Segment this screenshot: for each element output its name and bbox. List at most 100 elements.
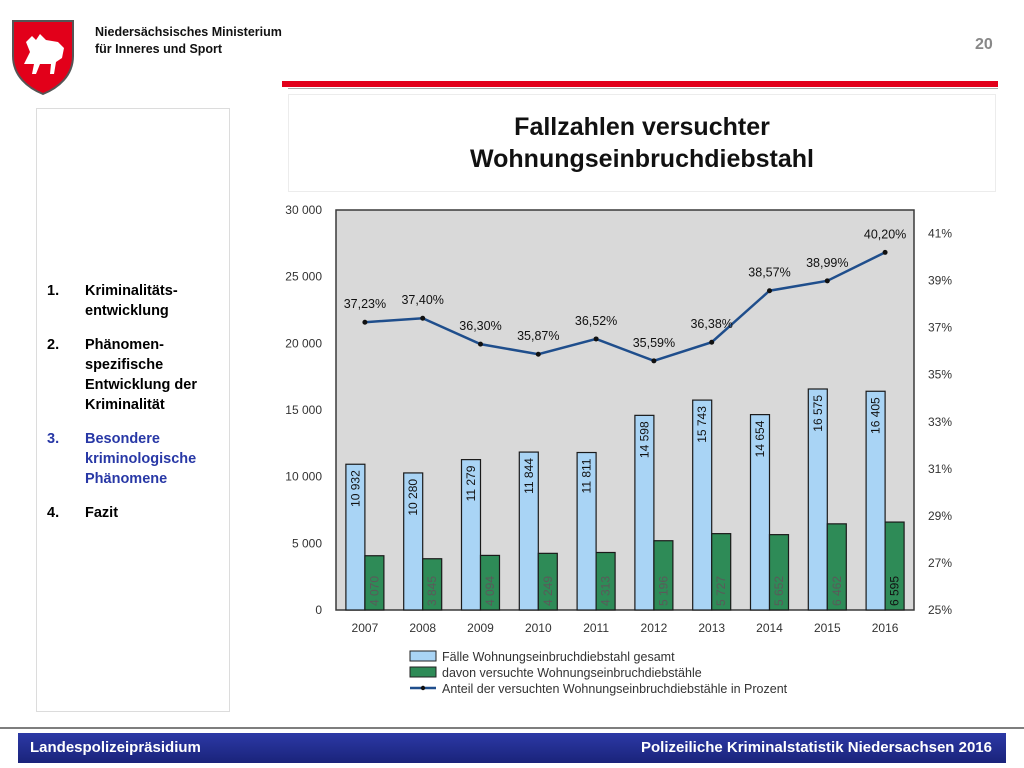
percent-label: 36,52% — [575, 314, 617, 328]
percent-label: 35,59% — [633, 336, 675, 350]
bar-total-label: 15 743 — [695, 406, 709, 443]
footer-right-text: Polizeiliche Kriminalstatistik Niedersac… — [641, 739, 992, 756]
bar-attempted — [422, 558, 443, 611]
bar-total — [749, 414, 771, 611]
y-right-tick-label: 29% — [928, 509, 952, 523]
x-tick-label: 2012 — [641, 621, 668, 635]
bar-attempted-label: 5 196 — [656, 576, 670, 606]
bar-total — [807, 388, 828, 611]
bar-attempted-label: 4 070 — [367, 576, 381, 606]
bar-total — [345, 463, 366, 611]
y-left-tick-label: 0 — [315, 603, 322, 617]
agenda-item-label: Kriminalitäts-entwicklung — [85, 283, 178, 319]
agenda-sidebar: 1. Kriminalitäts-entwicklung 2. Phänomen… — [36, 108, 230, 712]
bar-attempted — [537, 552, 558, 611]
bar-total-label: 14 654 — [753, 420, 767, 457]
slide-title-line1: Fallzahlen versuchter — [514, 113, 770, 141]
x-tick-label: 2007 — [352, 621, 379, 635]
slide-title-line2: Wohnungseinbruchdiebstahl — [470, 145, 814, 173]
bar-total — [576, 451, 597, 611]
agenda-item-1[interactable]: 1. Kriminalitäts-entwicklung — [47, 281, 220, 321]
bar-total — [403, 472, 424, 611]
bar-attempted-label: 4 249 — [541, 576, 555, 606]
percent-label: 38,99% — [806, 256, 848, 270]
bar-attempted — [884, 521, 905, 611]
agenda-item-number: 4. — [47, 505, 60, 521]
agenda-item-2[interactable]: 2. Phänomen-spezifische Entwicklung der … — [47, 335, 220, 415]
bar-total — [865, 390, 886, 611]
slide-title-box: Fallzahlen versuchter Wohnungseinbruchdi… — [288, 94, 996, 192]
bar-attempted-label: 5 652 — [772, 576, 786, 606]
bar-total — [692, 399, 713, 611]
agenda-item-number: 2. — [47, 337, 60, 353]
bar-total-label: 11 811 — [580, 458, 594, 493]
bar-attempted-label: 3 845 — [425, 576, 439, 606]
bar-attempted-label: 4 313 — [599, 576, 613, 606]
x-tick-label: 2011 — [583, 621, 609, 635]
header-divider — [288, 88, 998, 89]
agenda-item-3-active[interactable]: 3. Besondere kriminologische Phänomene — [47, 429, 220, 489]
y-left-tick-label: 30 000 — [285, 203, 322, 217]
percent-point — [882, 249, 888, 255]
agenda-list: 1. Kriminalitäts-entwicklung 2. Phänomen… — [47, 281, 220, 537]
percent-point — [824, 278, 830, 284]
percent-point — [420, 315, 426, 321]
y-right-tick-label: 27% — [928, 556, 952, 570]
percent-point — [651, 358, 657, 364]
agenda-item-number: 3. — [47, 431, 60, 447]
page-number: 20 — [975, 36, 993, 53]
bar-total — [460, 459, 482, 611]
bar-attempted — [595, 551, 616, 611]
y-right-tick-label: 33% — [928, 415, 952, 429]
percent-label: 36,30% — [459, 319, 501, 333]
bar-total-label: 16 575 — [811, 395, 825, 432]
lower-saxony-crest-logo — [12, 20, 74, 96]
footer-left-text: Landespolizeipräsidium — [30, 739, 201, 756]
ministry-name: Niedersächsisches Ministerium für Innere… — [95, 24, 282, 58]
agenda-item-label: Phänomen-spezifische Entwicklung der Kri… — [85, 337, 197, 413]
bar-total-label: 10 932 — [348, 470, 362, 507]
bar-attempted-label: 5 727 — [714, 576, 728, 606]
bar-total-label: 11 844 — [522, 458, 536, 494]
x-tick-label: 2014 — [756, 621, 783, 635]
legend-label-total: Fälle Wohnungseinbruchdiebstahl gesamt — [442, 650, 675, 664]
agenda-item-label: Fazit — [85, 505, 119, 521]
percent-point — [709, 339, 715, 345]
bar-total — [518, 451, 539, 611]
y-right-tick-label: 37% — [928, 321, 952, 335]
percent-label: 37,23% — [344, 297, 386, 311]
percent-point — [535, 351, 541, 357]
bar-total-label: 11 279 — [464, 465, 478, 501]
legend-label-attempted: davon versuchte Wohnungseinbruchdiebstäh… — [442, 666, 702, 680]
bar-attempted — [826, 523, 847, 611]
percent-point — [593, 336, 599, 342]
agenda-item-4[interactable]: 4. Fazit — [47, 503, 220, 523]
y-right-tick-label: 41% — [928, 227, 952, 241]
x-tick-label: 2009 — [467, 621, 494, 635]
ministry-name-line2: für Inneres und Sport — [95, 42, 223, 56]
bar-total-label: 16 405 — [869, 397, 883, 434]
percent-label: 35,87% — [517, 329, 559, 343]
bar-total — [634, 414, 655, 611]
ministry-name-line1: Niedersächsisches Ministerium — [95, 25, 282, 39]
bar-attempted — [364, 555, 385, 611]
bar-attempted-label: 6 462 — [830, 576, 844, 606]
footer-divider — [0, 727, 1024, 729]
y-right-tick-label: 39% — [928, 274, 952, 288]
legend-swatch-attempted — [409, 666, 437, 678]
legend-marker-percent — [420, 685, 426, 691]
x-tick-label: 2010 — [525, 621, 552, 635]
bar-total-label: 14 598 — [637, 421, 651, 458]
bar-attempted — [711, 533, 732, 611]
x-tick-label: 2016 — [872, 621, 899, 635]
percent-label: 37,40% — [401, 293, 443, 307]
bar-attempted — [768, 534, 790, 611]
agenda-item-label: Besondere kriminologische Phänomene — [85, 431, 197, 487]
bar-total-label: 10 280 — [406, 479, 420, 516]
x-tick-label: 2013 — [698, 621, 725, 635]
percent-point — [767, 288, 772, 294]
bar-attempted-label: 4 094 — [483, 576, 497, 606]
header-accent-line — [282, 81, 998, 87]
y-left-tick-label: 25 000 — [285, 270, 322, 284]
y-left-tick-label: 10 000 — [285, 470, 322, 484]
